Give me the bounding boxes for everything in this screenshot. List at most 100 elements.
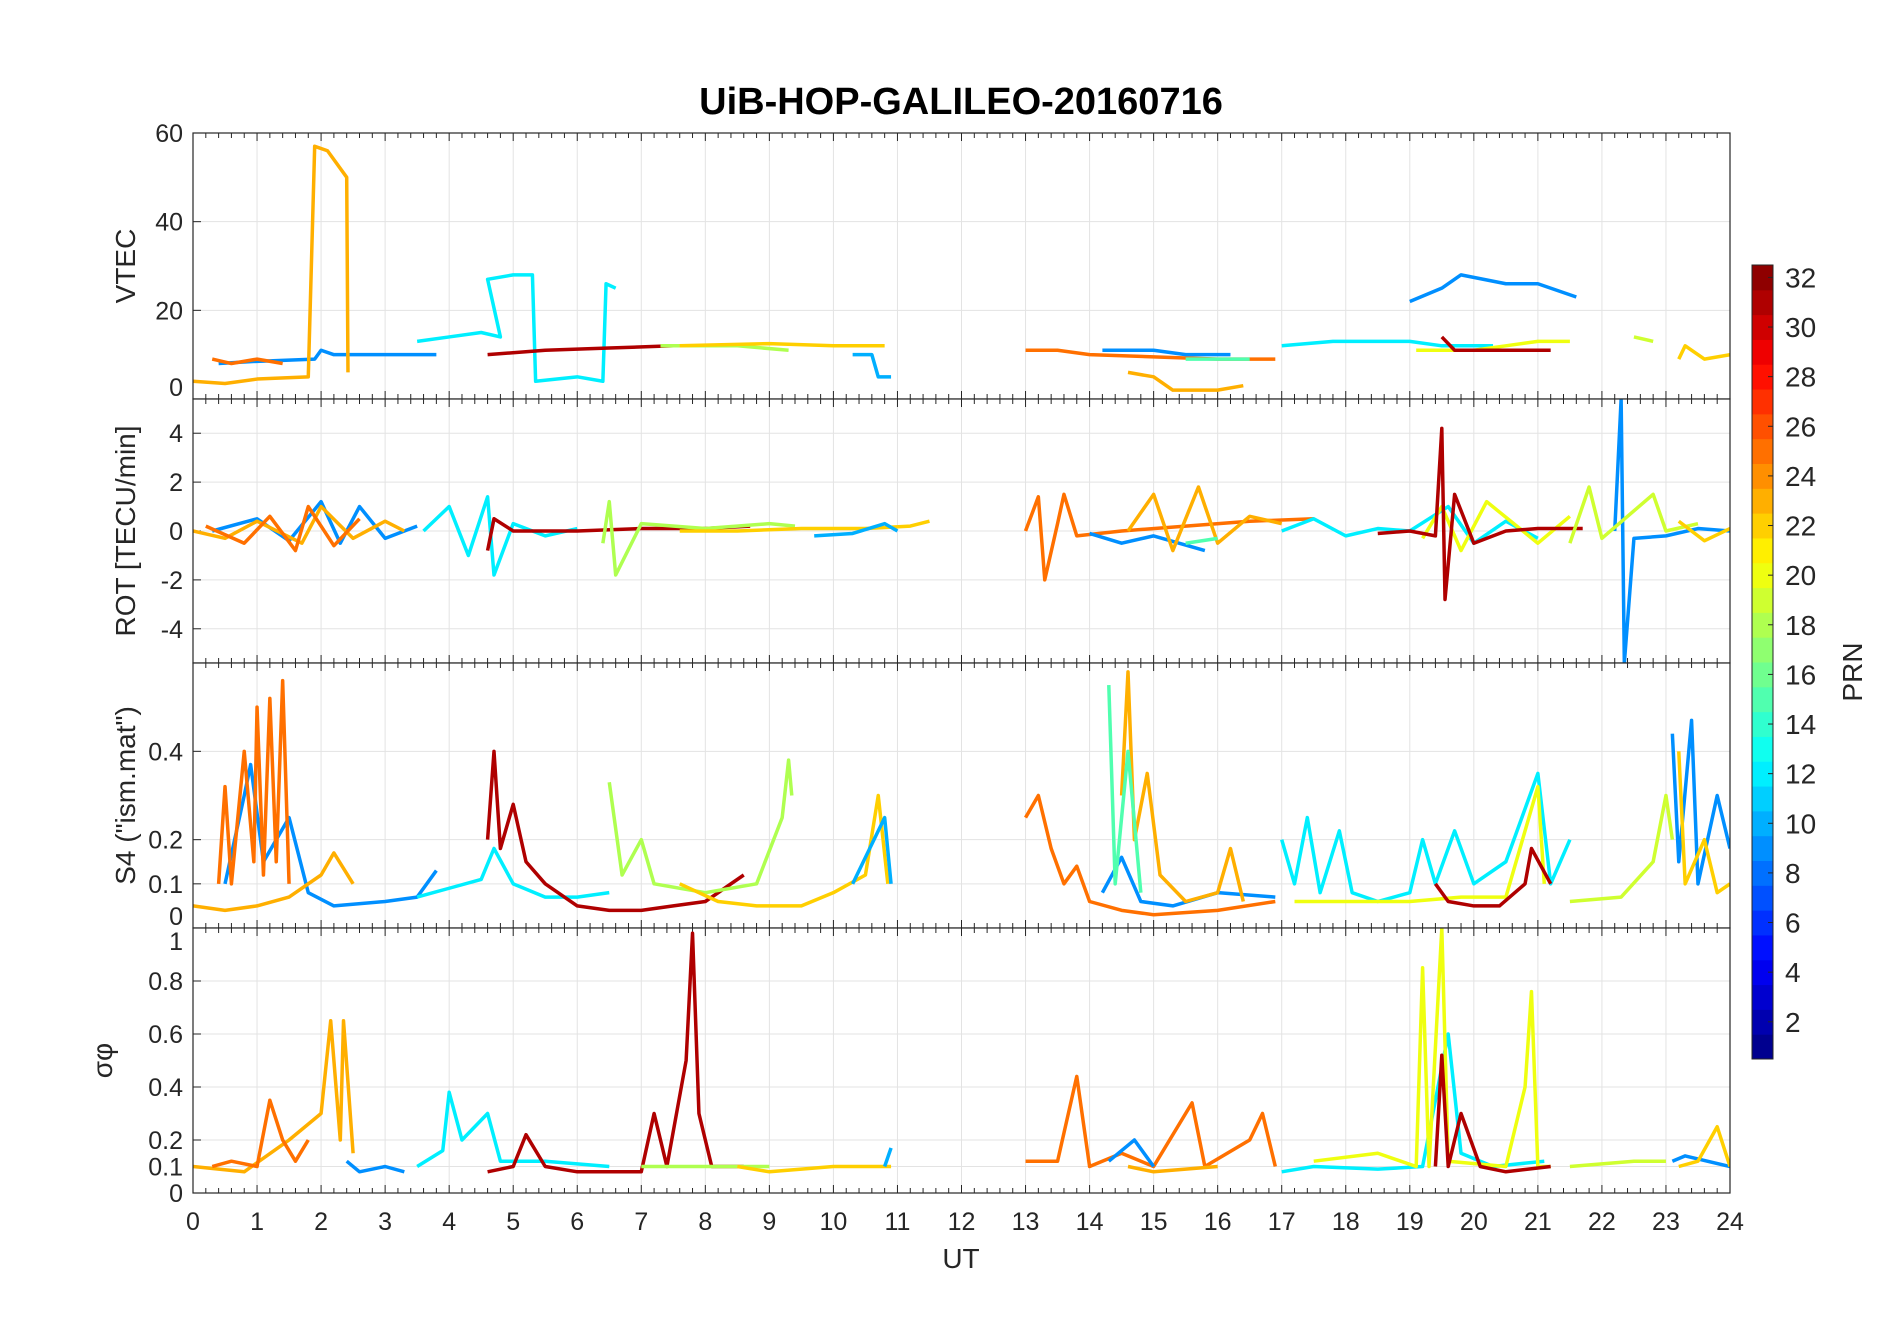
colorbar-swatch <box>1752 1009 1773 1035</box>
y-tick-label: 0.1 <box>148 871 183 899</box>
series-prn-19-s4 <box>1569 793 1675 904</box>
colorbar-tick-label: 22 <box>1785 511 1816 542</box>
series-prn-10-vtec <box>852 352 892 379</box>
y-axis-label: ROT [TECU/min] <box>110 425 141 636</box>
series-prn-22-rot <box>1677 519 1730 543</box>
series-prn-10-s4 <box>851 815 893 885</box>
x-tick-label: 17 <box>1268 1208 1296 1236</box>
colorbar-tick-label: 28 <box>1785 362 1816 393</box>
series-prn-22-s4 <box>1677 751 1730 895</box>
colorbar-swatch <box>1752 265 1773 291</box>
x-tick-label: 12 <box>948 1208 976 1236</box>
colorbar-swatch <box>1752 761 1773 787</box>
colorbar-swatch <box>1752 339 1773 365</box>
series-prn-19-vtec <box>1633 335 1654 344</box>
series-prn-20-sigma <box>1313 928 1551 1169</box>
x-tick-label: 6 <box>570 1208 584 1236</box>
series-prn-19-rot <box>1568 485 1699 544</box>
series-prn-9-s4 <box>1670 718 1730 886</box>
series-prn-22-s4 <box>678 793 890 908</box>
x-tick-label: 7 <box>634 1208 648 1236</box>
y-tick-label: 0.4 <box>148 1074 183 1102</box>
x-tick-label: 5 <box>506 1208 520 1236</box>
y-axis-label: S4 ("ism.mat") <box>110 706 141 885</box>
series-prn-31-s4 <box>1433 846 1553 908</box>
y-tick-label: 4 <box>169 420 183 448</box>
colorbar-swatch <box>1752 389 1773 415</box>
panel-vtec: 0 20 40 60 VTEC <box>110 120 1731 402</box>
x-tick-label: 16 <box>1204 1208 1232 1236</box>
x-tick-label: 4 <box>442 1208 456 1236</box>
x-tick-label: 23 <box>1652 1208 1680 1236</box>
colorbar-swatch <box>1752 686 1773 713</box>
y-axis-label: σφ <box>87 1043 118 1078</box>
colorbar-tick-label: 18 <box>1785 610 1816 641</box>
colorbar-swatch <box>1752 786 1773 812</box>
series-prn-10-rot <box>814 521 899 538</box>
colorbar-tick-label: 6 <box>1785 908 1801 939</box>
y-tick-label: 0 <box>169 518 183 546</box>
series-prn-9-sigma <box>1107 1138 1156 1168</box>
series-prn-9-rot <box>1089 531 1206 553</box>
series-prn-23-s4 <box>1119 670 1245 904</box>
series-prn-23-s4 <box>193 851 355 913</box>
x-tick-label: 3 <box>378 1208 392 1236</box>
series-prn-12-sigma <box>416 1090 610 1169</box>
colorbar-tick-label: 2 <box>1785 1007 1801 1038</box>
y-tick-label: 0.8 <box>148 968 183 996</box>
series-prn-20-s4 <box>1294 784 1547 904</box>
y-tick-label: 0.1 <box>148 1154 183 1182</box>
colorbar-tick-label: 32 <box>1785 262 1816 293</box>
panel-rot: -4 -2 0 2 4 ROT [TECU/min] <box>110 398 1731 664</box>
colorbar-swatch <box>1752 537 1773 564</box>
series-prn-25-s4 <box>1024 793 1276 917</box>
series-prn-22-sigma <box>737 1164 892 1174</box>
colorbar-tick-label: 10 <box>1785 808 1816 839</box>
colorbar-tick-label: 14 <box>1785 709 1816 740</box>
x-tick-label: 18 <box>1332 1208 1360 1236</box>
series-prn-18-rot <box>601 499 796 577</box>
colorbar-swatch <box>1752 860 1773 886</box>
series-prn-25-s4 <box>216 678 291 886</box>
colorbar-swatch <box>1752 612 1773 638</box>
y-tick-label: 0 <box>169 1180 183 1208</box>
colorbar-swatch <box>1752 810 1773 837</box>
colorbar-swatch <box>1752 934 1773 961</box>
x-tick-label: 20 <box>1460 1208 1488 1236</box>
x-tick-label: 10 <box>820 1208 848 1236</box>
y-tick-label: 0 <box>169 374 183 402</box>
colorbar-swatch <box>1752 587 1773 613</box>
x-axis-label: UT <box>942 1243 979 1274</box>
series-prn-25-rot <box>1023 492 1314 582</box>
colorbar-swatch <box>1752 513 1773 539</box>
y-tick-label: 60 <box>155 120 183 148</box>
colorbar-swatch <box>1752 463 1773 489</box>
series-prn-31-s4 <box>485 749 745 913</box>
colorbar-swatch <box>1752 662 1773 688</box>
x-tick-label: 14 <box>1076 1208 1104 1236</box>
colorbar-tick-label: 26 <box>1785 411 1816 442</box>
series-prn-9-vtec <box>1102 348 1231 357</box>
x-tick-label: 11 <box>884 1208 910 1236</box>
colorbar-swatch <box>1752 1034 1773 1060</box>
series-prn-10-sigma <box>882 1147 893 1168</box>
x-tick-label: 1 <box>250 1208 264 1236</box>
series-prn-22-sigma <box>1678 1125 1730 1169</box>
x-tick-label: 19 <box>1396 1208 1424 1236</box>
colorbar-tick-label: 12 <box>1785 759 1816 790</box>
series-prn-23-rot <box>1126 485 1283 553</box>
series-prn-23-vtec <box>193 144 350 386</box>
y-tick-label: 0.4 <box>148 738 183 766</box>
colorbar-label: PRN <box>1837 642 1868 701</box>
x-tick-label: 15 <box>1140 1208 1168 1236</box>
series-prn-20-rot <box>1421 499 1572 553</box>
x-tick-label: 13 <box>1012 1208 1040 1236</box>
colorbar-swatch <box>1752 910 1773 936</box>
y-axis-label: VTEC <box>110 229 141 304</box>
series-prn-19-sigma <box>1569 1159 1666 1169</box>
x-tick-label: 24 <box>1716 1208 1744 1236</box>
series-prn-23-vtec <box>1127 370 1244 392</box>
colorbar-swatch <box>1752 488 1773 514</box>
